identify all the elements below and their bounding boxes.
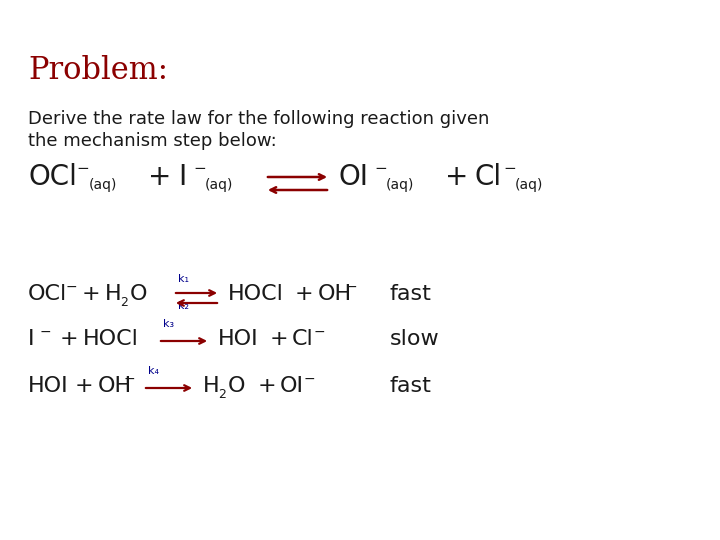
- Text: k₂: k₂: [178, 301, 189, 311]
- Text: OH: OH: [98, 376, 132, 396]
- Text: −: −: [346, 280, 358, 294]
- Text: +: +: [295, 284, 314, 304]
- Text: 2: 2: [218, 388, 226, 401]
- Text: +: +: [148, 163, 171, 191]
- Text: −: −: [503, 161, 516, 176]
- Text: OCl: OCl: [28, 163, 77, 191]
- Text: +: +: [60, 329, 78, 349]
- Text: +: +: [75, 376, 94, 396]
- Text: HOI: HOI: [28, 376, 68, 396]
- Text: −: −: [40, 325, 52, 339]
- Text: fast: fast: [390, 376, 432, 396]
- Text: I: I: [28, 329, 35, 349]
- Text: −: −: [193, 161, 206, 176]
- Text: O: O: [228, 376, 246, 396]
- Text: OI: OI: [338, 163, 368, 191]
- Text: +: +: [82, 284, 101, 304]
- Text: +: +: [270, 329, 289, 349]
- Text: −: −: [374, 161, 387, 176]
- Text: O: O: [130, 284, 148, 304]
- Text: (aq): (aq): [386, 178, 415, 192]
- Text: −: −: [304, 372, 315, 386]
- Text: −: −: [66, 280, 78, 294]
- Text: +: +: [258, 376, 276, 396]
- Text: +: +: [445, 163, 469, 191]
- Text: k₁: k₁: [178, 274, 189, 284]
- Text: −: −: [76, 161, 89, 176]
- Text: (aq): (aq): [515, 178, 544, 192]
- Text: slow: slow: [390, 329, 440, 349]
- Text: k₄: k₄: [148, 366, 159, 376]
- Text: HOCl: HOCl: [83, 329, 139, 349]
- Text: −: −: [124, 372, 135, 386]
- Text: Cl: Cl: [474, 163, 501, 191]
- Text: Derive the rate law for the following reaction given: Derive the rate law for the following re…: [28, 110, 490, 128]
- Text: Problem:: Problem:: [28, 55, 168, 86]
- Text: OCl: OCl: [28, 284, 67, 304]
- Text: (aq): (aq): [89, 178, 117, 192]
- Text: I: I: [178, 163, 186, 191]
- Text: 2: 2: [120, 296, 128, 309]
- Text: OI: OI: [280, 376, 304, 396]
- Text: HOI: HOI: [218, 329, 258, 349]
- Text: (aq): (aq): [205, 178, 233, 192]
- Text: k₃: k₃: [163, 319, 174, 329]
- Text: OH: OH: [318, 284, 352, 304]
- Text: HOCl: HOCl: [228, 284, 284, 304]
- Text: −: −: [314, 325, 325, 339]
- Text: fast: fast: [390, 284, 432, 304]
- Text: the mechanism step below:: the mechanism step below:: [28, 132, 276, 150]
- Text: H: H: [203, 376, 220, 396]
- Text: H: H: [105, 284, 122, 304]
- Text: Cl: Cl: [292, 329, 314, 349]
